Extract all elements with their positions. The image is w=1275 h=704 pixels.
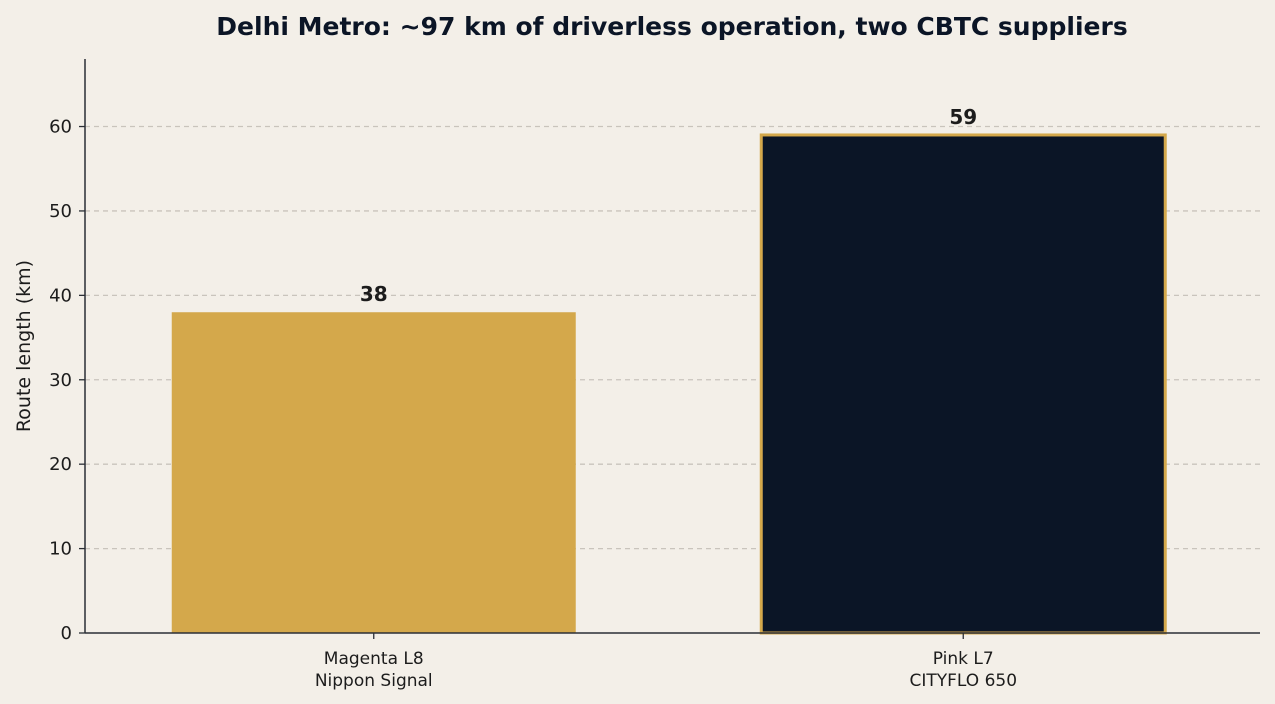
y-tick-label: 30 <box>49 370 72 391</box>
y-tick-label: 10 <box>49 539 72 560</box>
bars <box>171 133 1167 635</box>
y-tick-label: 20 <box>49 454 72 475</box>
x-tick-label-line: Pink L7 <box>933 649 994 669</box>
bar-magenta-l8 <box>171 312 576 633</box>
axes <box>79 59 1260 639</box>
x-tick-label-supplier: CITYFLO 650 <box>909 671 1017 691</box>
x-tick-label-line: Magenta L8 <box>324 649 424 669</box>
bar-value-label: 38 <box>360 282 388 306</box>
bar-value-label: 59 <box>949 105 977 129</box>
y-tick-label: 40 <box>49 285 72 306</box>
x-tick-label-supplier: Nippon Signal <box>315 671 433 691</box>
chart-title: Delhi Metro: ~97 km of driverless operat… <box>216 12 1127 41</box>
y-tick-label: 50 <box>49 201 72 222</box>
y-axis-label: Route length (km) <box>13 260 35 432</box>
y-tick-label: 60 <box>49 117 72 138</box>
bar-pink-l7 <box>759 133 1167 635</box>
gridlines <box>85 125 1260 550</box>
y-tick-label: 0 <box>61 623 72 644</box>
